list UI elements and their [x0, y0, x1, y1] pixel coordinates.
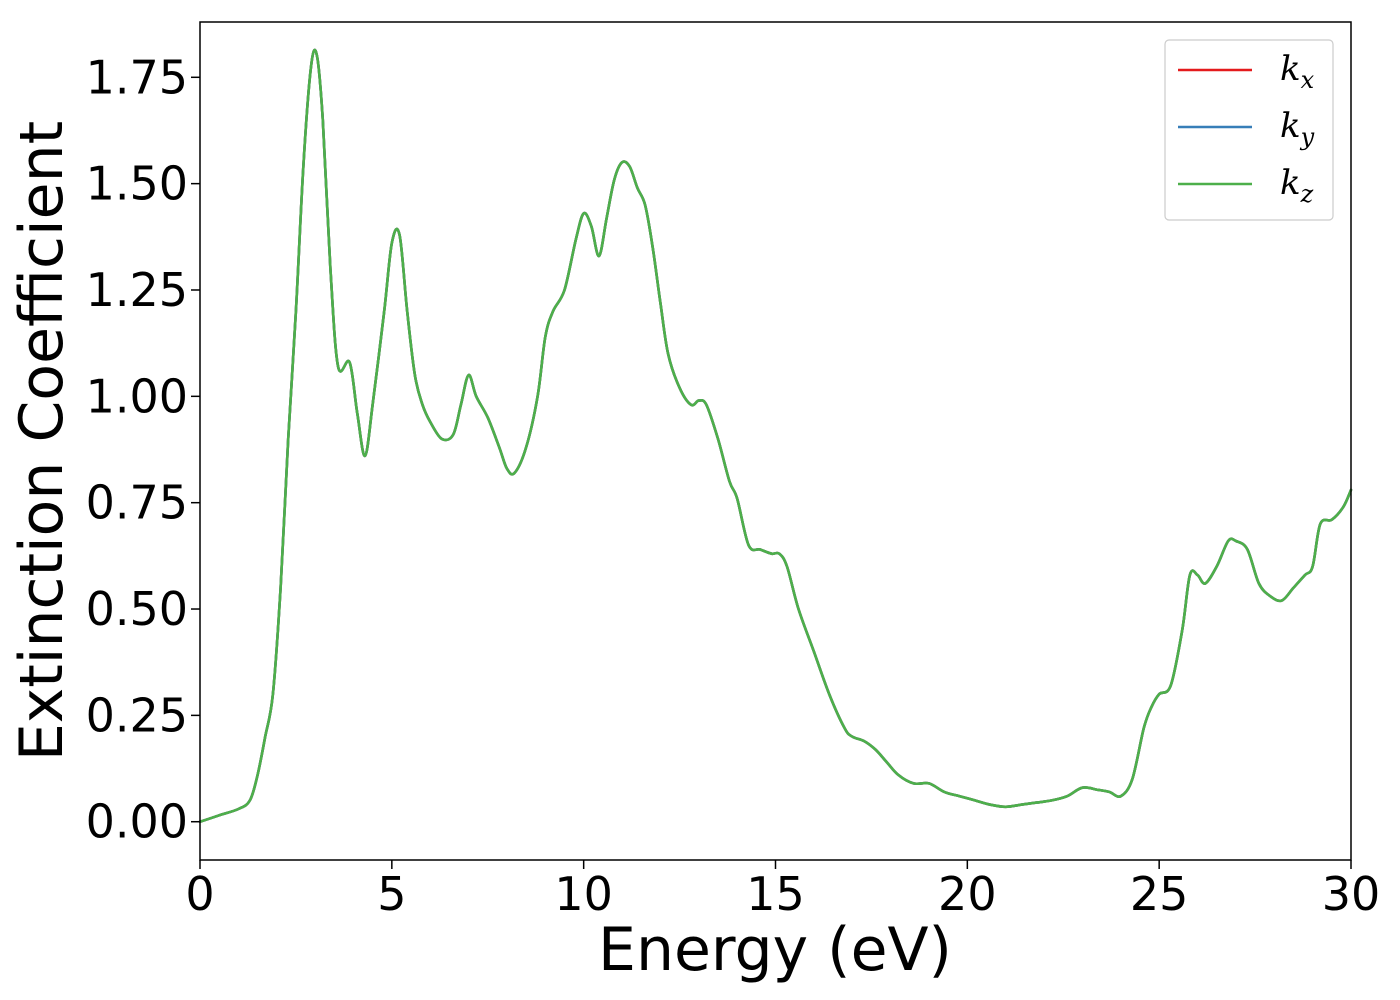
- legend-label-z: kz: [1280, 163, 1314, 208]
- x-tick-label: 10: [554, 867, 613, 921]
- legend: kx ky kz: [1164, 39, 1334, 221]
- legend-label-x: kx: [1280, 49, 1315, 94]
- x-axis: 0 5 10 15 20 25 30: [185, 860, 1380, 921]
- x-tick-label: 25: [1130, 867, 1189, 921]
- series-layer: [198, 48, 1353, 823]
- y-tick-label: 1.75: [86, 50, 188, 104]
- y-tick-label: 0.25: [86, 688, 188, 742]
- y-tick-label: 0.00: [86, 795, 188, 849]
- x-tick-label: 5: [377, 867, 406, 921]
- x-axis-title: Energy (eV): [598, 915, 952, 985]
- y-axis-title: Extinction Coefficient: [7, 121, 77, 761]
- y-tick-label: 0.50: [86, 582, 188, 636]
- y-tick-label: 1.00: [86, 369, 188, 423]
- y-tick-label: 0.75: [86, 476, 188, 530]
- legend-frame: [1164, 39, 1334, 221]
- y-axis: 0.00 0.25 0.50 0.75 1.00 1.25 1.50 1.75: [86, 50, 200, 849]
- x-tick-label: 20: [938, 867, 997, 921]
- x-tick-label: 0: [185, 867, 214, 921]
- legend-label-y: ky: [1280, 106, 1315, 151]
- y-tick-label: 1.25: [86, 263, 188, 317]
- y-tick-label: 1.50: [86, 157, 188, 211]
- x-tick-label: 15: [746, 867, 805, 921]
- x-tick-label: 30: [1322, 867, 1381, 921]
- series-line-z: [198, 48, 1353, 823]
